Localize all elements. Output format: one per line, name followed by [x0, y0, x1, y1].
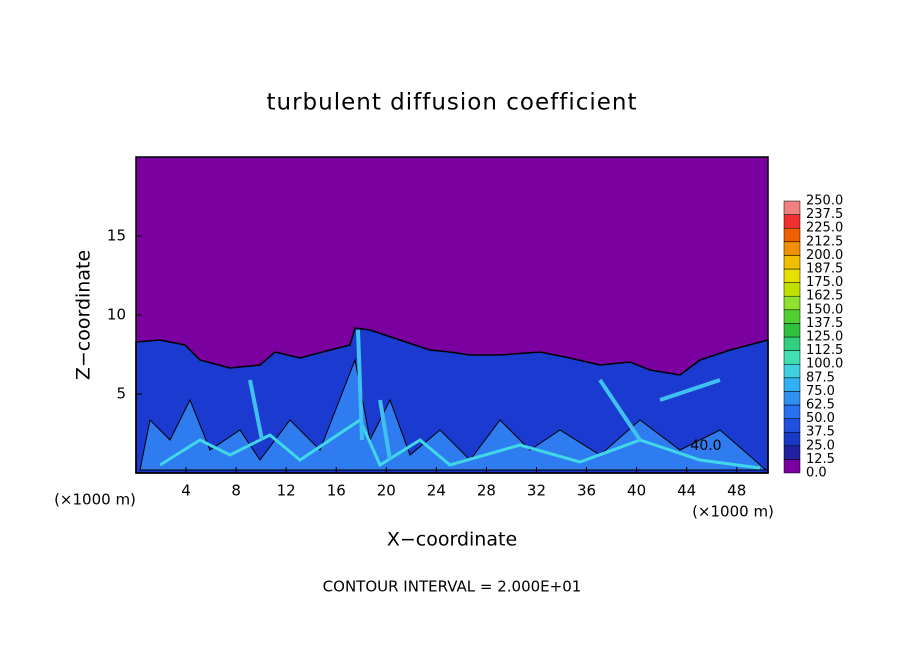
- colorbar-band: [783, 214, 801, 229]
- x-unit-label: (×1000 m): [692, 503, 774, 521]
- colorbar-label: 12.5: [806, 452, 835, 467]
- colorbar-band: [783, 418, 801, 433]
- colorbar-band: [783, 323, 801, 338]
- x-tick-label: 28: [477, 482, 496, 500]
- colorbar-label: 175.0: [806, 275, 843, 290]
- colorbar-label: 75.0: [806, 384, 835, 399]
- x-tick-label: 36: [577, 482, 596, 500]
- colorbar-band: [783, 268, 801, 283]
- colorbar-label: 237.5: [806, 207, 843, 222]
- colorbar-band: [783, 445, 801, 460]
- colorbar-band: [783, 377, 801, 392]
- x-tick-label: 16: [327, 482, 346, 500]
- colorbar-label: 200.0: [806, 248, 843, 263]
- x-tick-label: 44: [677, 482, 696, 500]
- colorbar-label: 100.0: [806, 357, 843, 372]
- colorbar-label: 125.0: [806, 330, 843, 345]
- colorbar-label: 50.0: [806, 411, 835, 426]
- colorbar-band: [783, 309, 801, 324]
- colorbar-band: [783, 431, 801, 447]
- field-streak: [159, 417, 761, 470]
- colorbar-label: 137.5: [806, 316, 843, 331]
- colorbar-band: [783, 459, 801, 474]
- colorbar-label: 225.0: [806, 221, 843, 236]
- colorbar-label: 162.5: [806, 289, 843, 304]
- colorbar-band: [783, 255, 801, 270]
- y-tick-label: 10: [107, 306, 126, 324]
- colorbar-label: 87.5: [806, 370, 835, 385]
- x-tick-label: 24: [427, 482, 446, 500]
- colorbar-band: [783, 336, 801, 351]
- contour-label: 40.0: [690, 438, 721, 454]
- colorbar-label: 37.5: [806, 425, 835, 440]
- x-tick-label: 8: [231, 482, 241, 500]
- colorbar-label: 150.0: [806, 302, 843, 317]
- x-tick-label: 40: [627, 482, 646, 500]
- x-axis-title: X−coordinate: [387, 529, 517, 551]
- colorbar-band: [783, 391, 801, 406]
- colorbar-band: [783, 350, 801, 365]
- x-unit-label: (×1000 m): [54, 491, 136, 509]
- colorbar-band: [783, 227, 801, 243]
- footer-note: CONTOUR INTERVAL = 2.000E+01: [323, 578, 582, 596]
- colorbar-band: [783, 282, 801, 297]
- colorbar-label: 187.5: [806, 262, 843, 277]
- colorbar-label: 112.5: [806, 343, 843, 358]
- x-tick-label: 48: [727, 482, 746, 500]
- x-tick-label: 32: [527, 482, 546, 500]
- colorbar-band: [783, 241, 801, 256]
- y-tick-label: 15: [107, 227, 126, 245]
- x-tick-label: 4: [181, 482, 191, 500]
- y-axis-title: Z−coordinate: [73, 250, 95, 380]
- colorbar-label: 25.0: [806, 438, 835, 453]
- field-streak: [248, 329, 721, 461]
- field: [135, 156, 769, 474]
- colorbar-band: [783, 295, 801, 311]
- colorbar-label: 62.5: [806, 398, 835, 413]
- colorbar-band: [783, 200, 801, 215]
- x-tick-label: 20: [377, 482, 396, 500]
- colorbar-label: 212.5: [806, 234, 843, 249]
- chart-title: turbulent diffusion coefficient: [266, 90, 637, 116]
- colorbar-label: 250.0: [806, 194, 843, 209]
- colorbar-label: 0.0: [806, 466, 827, 481]
- x-tick-label: 12: [277, 482, 296, 500]
- colorbar-band: [783, 363, 801, 379]
- y-tick-label: 5: [116, 385, 126, 403]
- colorbar-band: [783, 404, 801, 419]
